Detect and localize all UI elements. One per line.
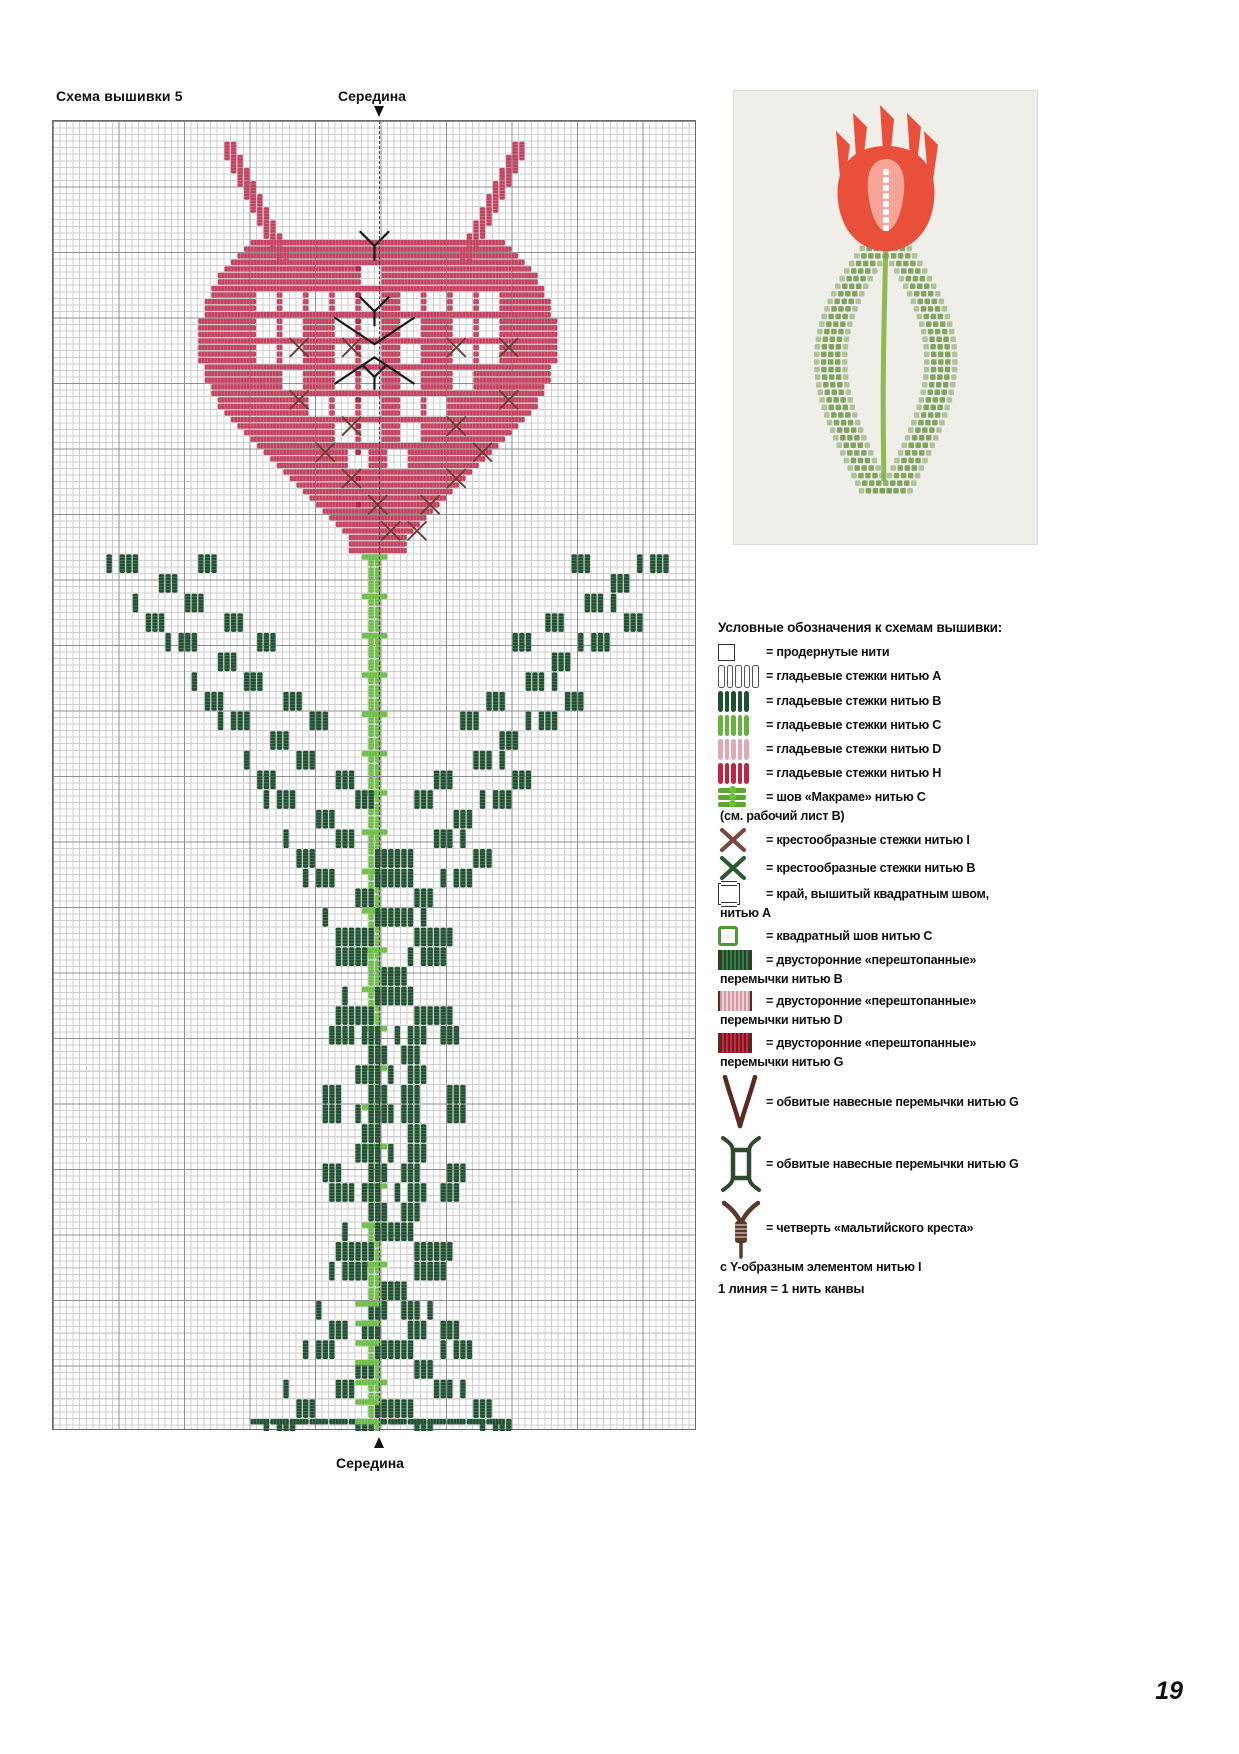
legend-item: = шов «Макраме» нитью C: [718, 786, 1058, 808]
legend-item-label: = крестообразные стежки нитью I: [766, 833, 970, 848]
legend-item-label: = двусторонние «перештопанные»: [766, 994, 977, 1009]
page-title: Схема вышивки 5: [56, 88, 183, 104]
center-label-top: Середина: [338, 88, 406, 104]
legend-item: = гладьевые стежки нитью H: [718, 762, 1058, 784]
legend-item-label: = гладьевые стежки нитью D: [766, 741, 942, 756]
legend-item-label: = гладьевые стежки нитью C: [766, 717, 942, 732]
satin-bars-dark-green-icon: [718, 690, 766, 712]
center-label-bottom: Середина: [336, 1455, 404, 1471]
woven-bar-red-icon: [718, 1032, 766, 1053]
legend-item-label: = крестообразные стежки нитью B: [766, 861, 976, 876]
legend-item: = четверть «мальтийского креста»: [718, 1197, 1058, 1260]
open-square-icon: [718, 643, 766, 661]
arrow-down-icon: [374, 106, 384, 117]
wrapped-square-bar-icon: [718, 1133, 766, 1195]
legend-item-label-2: нитью A: [720, 906, 771, 921]
legend-item: = гладьевые стежки нитью D: [718, 738, 1058, 760]
legend-item-label: = двусторонние «перештопанные»: [766, 952, 977, 967]
legend-item-label-2: (см. рабочий лист B): [720, 809, 845, 823]
legend-item-label-2: перемычки нитью D: [720, 1013, 843, 1028]
legend-item-label: = край, вышитый квадратным швом,: [766, 887, 989, 902]
tulip-embroidery-photo: [733, 90, 1038, 545]
legend-item-label-2: перемычки нитью G: [720, 1054, 844, 1069]
legend-item: = обвитые навесные перемычки нитью G: [718, 1073, 1058, 1131]
maltese-cross-quarter-icon: [718, 1197, 766, 1260]
legend-item-label: = двусторонние «перештопанные»: [766, 1035, 977, 1050]
legend-rows: = продернутые нити = гладьевые стежки нит…: [718, 641, 1058, 1275]
legend-item: = крестообразные стежки нитью I: [718, 827, 1058, 853]
legend-item-label: = гладьевые стежки нитью H: [766, 765, 942, 780]
legend-panel: Условные обозначения к схемам вышивки: =…: [718, 620, 1058, 1296]
legend-title: Условные обозначения к схемам вышивки:: [718, 620, 1003, 635]
square-seam-green-icon: [718, 925, 766, 946]
embroidery-chart-grid: [52, 120, 696, 1431]
grid-note: 1 линия = 1 нить канвы: [718, 1280, 865, 1296]
satin-bars-pink-icon: [718, 738, 766, 760]
legend-item-label-2: с Y-образным элементом нитью I: [720, 1260, 922, 1275]
legend-item-label: = шов «Макраме» нитью C: [766, 789, 926, 804]
satin-bars-crimson-icon: [718, 762, 766, 784]
woven-bar-pink-icon: [718, 991, 766, 1012]
satin-bars-outline-icon: [718, 665, 766, 688]
legend-item: = крестообразные стежки нитью B: [718, 855, 1058, 881]
legend-item-label-2: перемычки нитью B: [720, 971, 843, 986]
legend-item-label: = квадратный шов нитью C: [766, 928, 933, 943]
legend-item-label: = гладьевые стежки нитью B: [766, 693, 942, 708]
page-number: 19: [1155, 1677, 1183, 1705]
arrow-up-icon: [374, 1437, 384, 1448]
wrapped-v-bar-icon: [718, 1073, 766, 1131]
legend-item: = гладьевые стежки нитью C: [718, 714, 1058, 736]
legend-item: = двусторонние «перештопанные»: [718, 949, 1058, 971]
square-edge-stitch-icon: [718, 881, 766, 908]
legend-item: = край, вышитый квадратным швом,: [718, 881, 1058, 908]
satin-bars-light-green-icon: [718, 714, 766, 736]
legend-item-label: = обвитые навесные перемычки нитью G: [766, 1095, 1019, 1110]
legend-item: = обвитые навесные перемычки нитью G: [718, 1133, 1058, 1195]
legend-item: = двусторонние «перештопанные»: [718, 990, 1058, 1012]
legend-item: = гладьевые стежки нитью B: [718, 690, 1058, 712]
legend-item-label: = гладьевые стежки нитью A: [766, 669, 942, 684]
woven-bar-green-icon: [718, 949, 766, 970]
cross-stitch-brown-icon: [718, 827, 766, 853]
legend-item: = квадратный шов нитью C: [718, 925, 1058, 947]
legend-item: = продернутые нити: [718, 641, 1058, 663]
legend-item-label: = продернутые нити: [766, 644, 890, 659]
legend-item-label: = четверть «мальтийского креста»: [766, 1221, 974, 1236]
macrame-stitch-icon: [718, 786, 766, 807]
cross-stitch-green-icon: [718, 855, 766, 881]
legend-item: = гладьевые стежки нитью A: [718, 665, 1058, 688]
center-line: [379, 121, 380, 1431]
legend-item: = двусторонние «перештопанные»: [718, 1032, 1058, 1054]
legend-item-label: = обвитые навесные перемычки нитью G: [766, 1157, 1019, 1172]
tulip-photo-art: [734, 91, 1037, 544]
stitch-pattern-canvas: [106, 141, 669, 1431]
